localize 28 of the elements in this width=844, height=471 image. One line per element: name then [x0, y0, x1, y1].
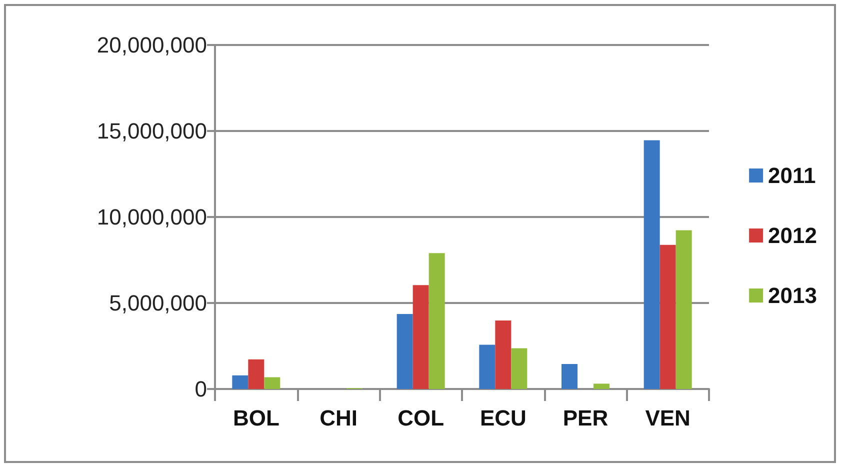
legend-label: 2012 [768, 223, 818, 248]
bar [676, 230, 692, 389]
legend-label: 2013 [768, 283, 818, 308]
bar [232, 375, 248, 389]
bar [594, 384, 610, 389]
bar [511, 348, 528, 389]
x-tick-label: ECU [480, 406, 526, 430]
y-tick-label: 5,000,000 [109, 290, 207, 316]
x-tick-label: COL [398, 406, 444, 430]
bar [428, 253, 445, 389]
bar [248, 359, 264, 389]
y-tick-label: 20,000,000 [96, 32, 207, 58]
bar [264, 377, 280, 389]
y-tick-label: 10,000,000 [96, 204, 207, 230]
x-tick-label: BOL [232, 406, 280, 430]
legend-label: 2011 [768, 163, 816, 188]
bar [396, 314, 413, 389]
y-tick-label: 15,000,000 [96, 118, 207, 144]
bar [660, 244, 676, 389]
x-tick-label: PER [562, 406, 608, 430]
y-tick-label: 0 [194, 376, 207, 402]
bar [479, 344, 496, 389]
bar [412, 285, 429, 389]
bar [644, 140, 660, 389]
x-tick-label: CHI [320, 406, 358, 430]
bar [495, 320, 512, 389]
bar [562, 364, 578, 389]
x-tick-label: VEN [645, 406, 690, 430]
